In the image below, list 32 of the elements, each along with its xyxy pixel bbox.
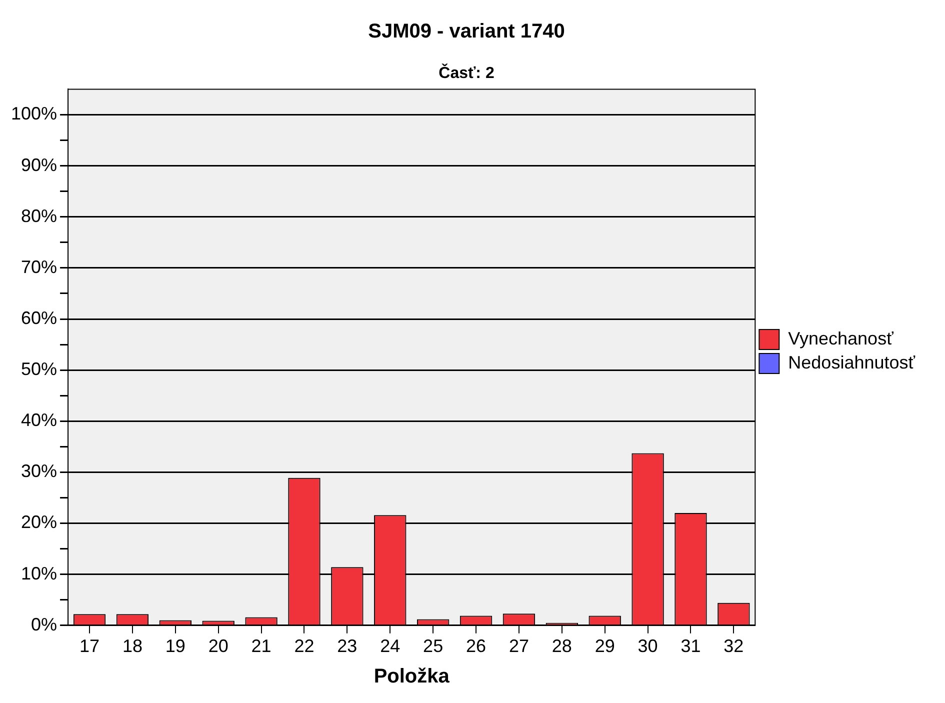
x-tick-label: 24 [380,636,400,656]
y-tick-label: 100% [10,104,58,124]
x-tick-label: 27 [508,636,529,656]
x-tick-label: 17 [79,636,100,656]
y-tick-label: 70% [21,256,58,277]
y-tick-label: 80% [21,206,58,226]
y-tick-label: 20% [21,512,58,532]
x-tick-label: 19 [165,636,186,656]
chart-subtitle: Časť: 2 [438,63,494,82]
y-tick-label: 60% [21,308,58,328]
y-tick-label: 0% [31,614,58,634]
x-tick-label: 32 [724,636,744,656]
x-tick-label: 23 [337,636,358,656]
x-tick-label: 28 [552,636,572,656]
x-tick-label: 30 [638,636,658,656]
x-tick-label: 21 [251,636,272,656]
x-axis-title: Položka [374,666,450,688]
x-tick-label: 22 [294,636,314,656]
legend-label: Nedosiahnutosť [788,352,916,372]
y-tick-label: 40% [21,410,58,430]
x-tick-label: 31 [680,636,701,656]
x-tick-label: 25 [423,636,444,656]
chart-title: SJM09 - variant 1740 [368,20,565,43]
y-tick-label: 50% [21,359,58,380]
x-tick-label: 26 [466,636,486,656]
x-tick-label: 18 [122,636,142,656]
y-tick-label: 30% [21,461,58,482]
x-tick-label: 29 [594,636,615,656]
y-tick-label: 90% [21,154,58,175]
x-tick-label: 20 [208,636,228,656]
legend-label: Vynechanosť [788,328,894,348]
y-tick-label: 10% [21,563,58,584]
